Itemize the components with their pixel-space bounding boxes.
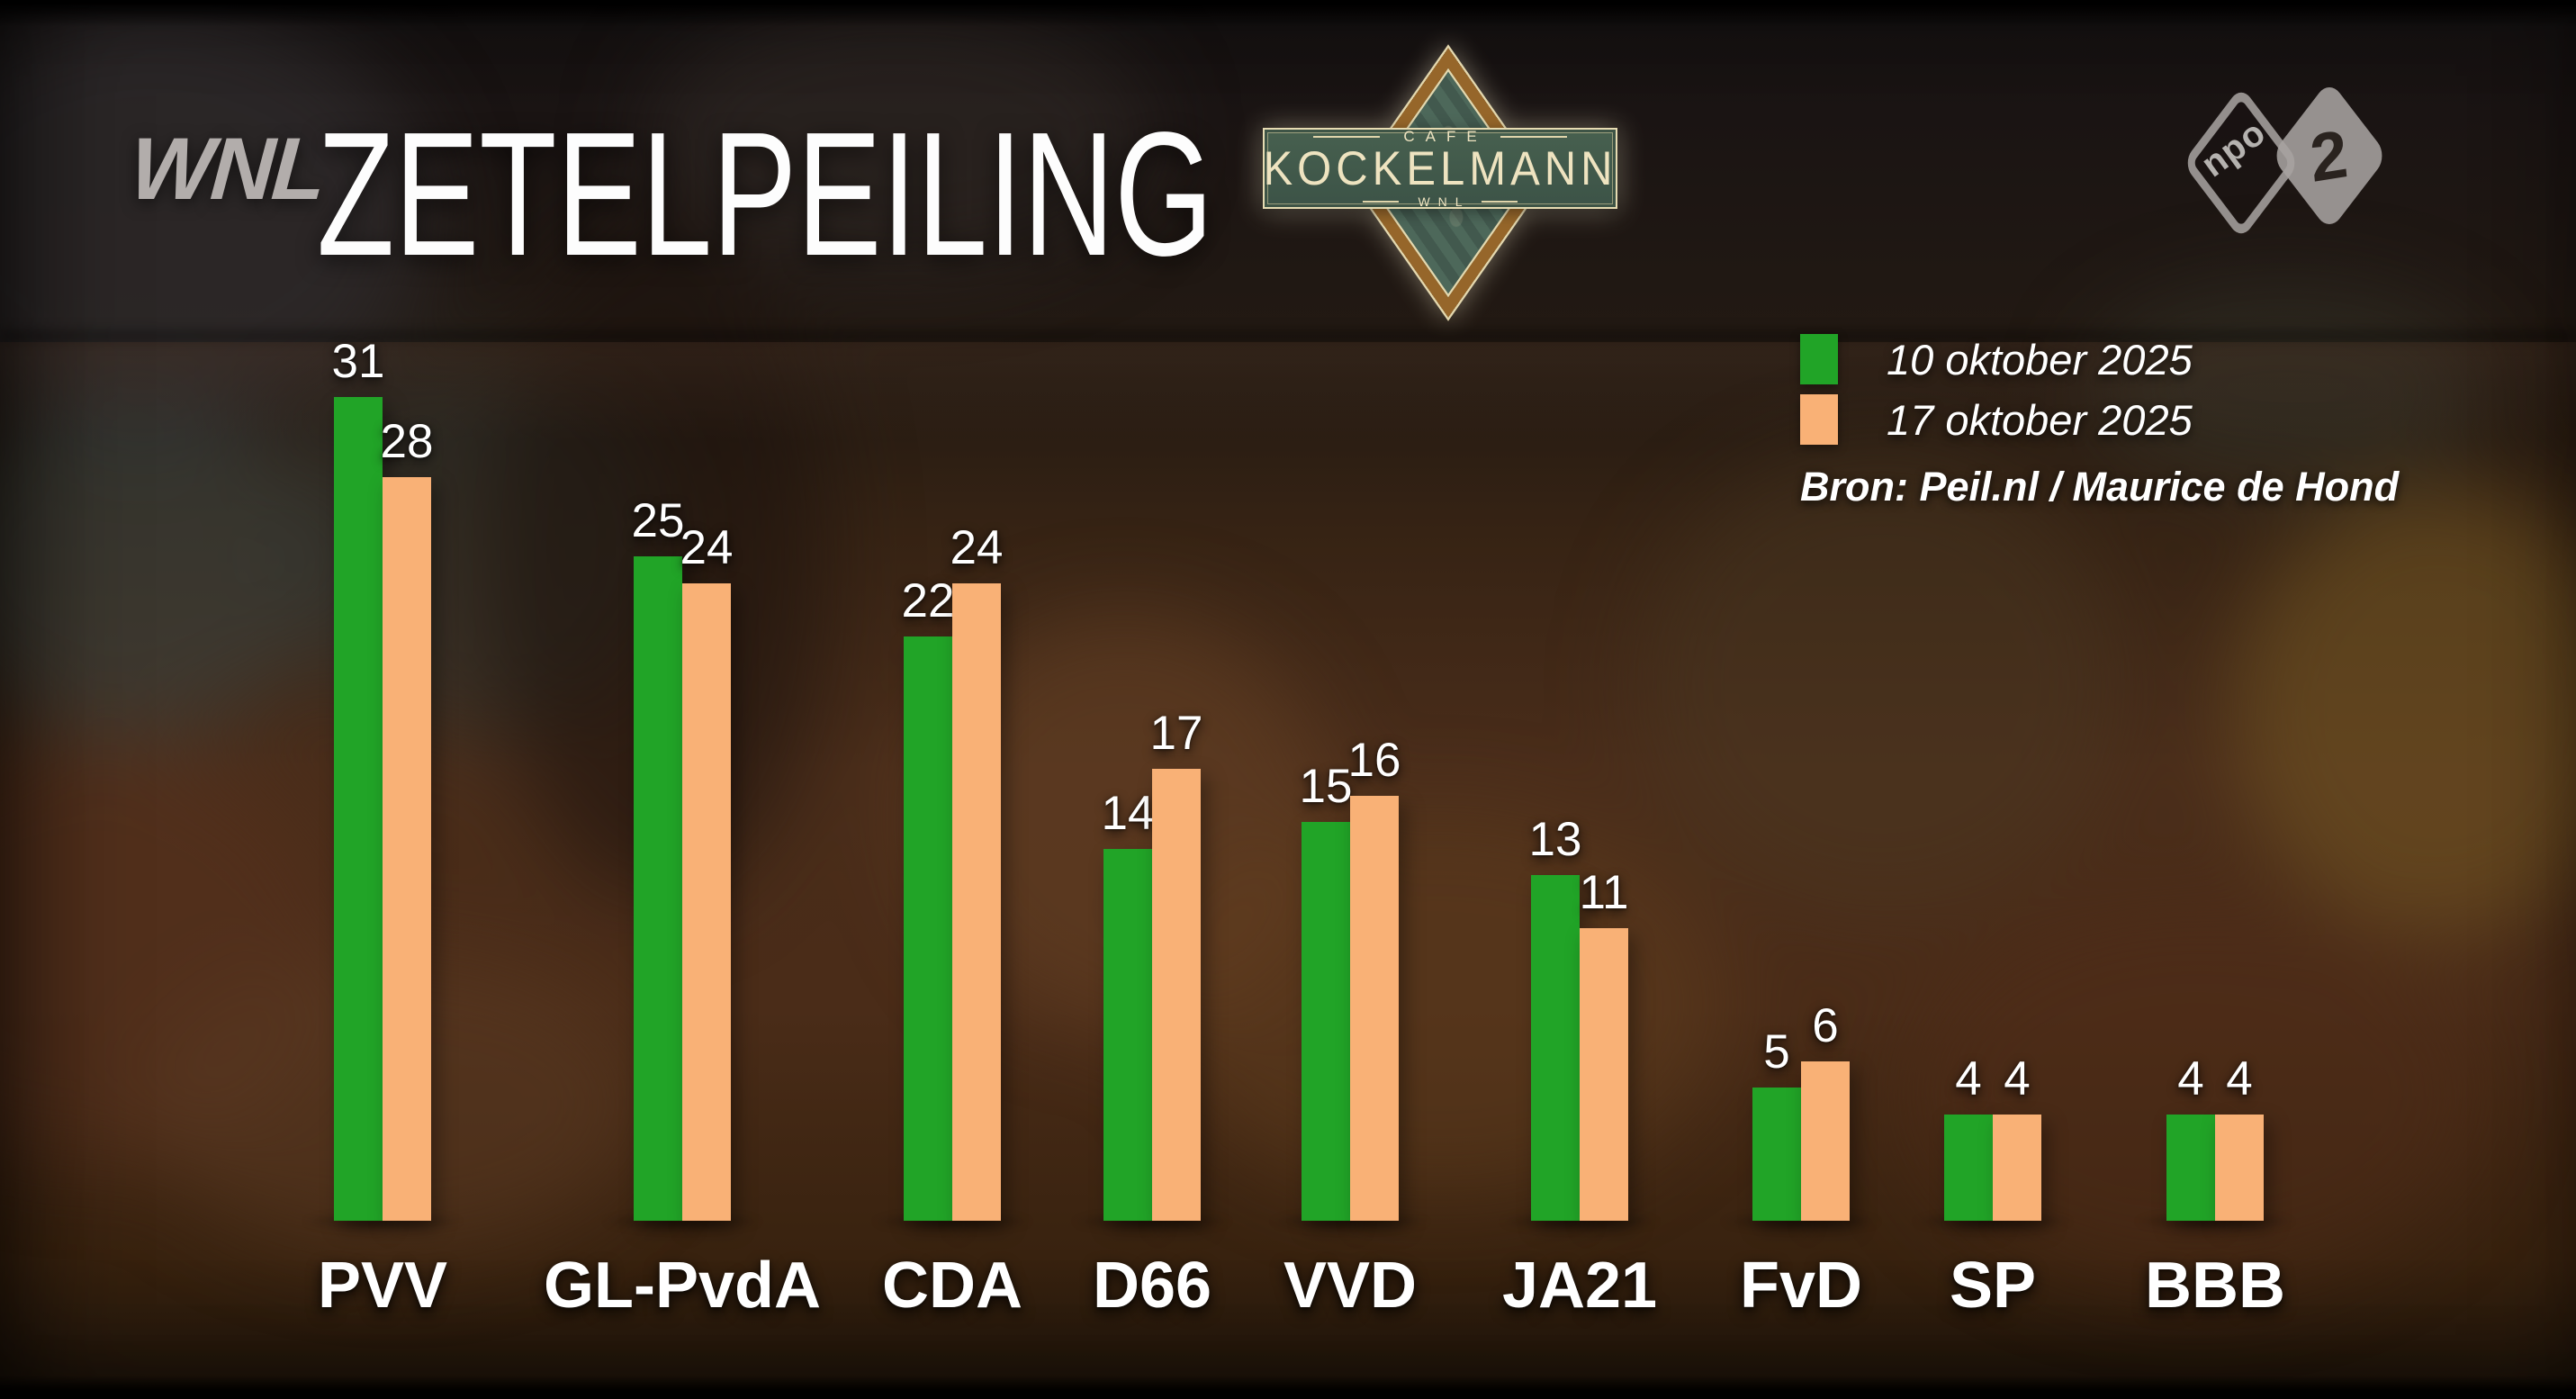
bar-JA21-oct17 [1580, 928, 1628, 1221]
value-JA21-oct17: 11 [1579, 866, 1629, 919]
background-blob [648, 0, 1152, 270]
legend-label: 17 oktober 2025 [1887, 395, 2193, 444]
bar-CDA-oct10 [904, 636, 952, 1221]
bar-CDA-oct17 [952, 583, 1001, 1221]
bar-JA21-oct10 [1531, 875, 1580, 1221]
legend-swatch-orange [1800, 394, 1838, 445]
cafe-logo-name: KOCKELMANN [1263, 143, 1617, 196]
legend-item-oct10: 10 oktober 2025 [1800, 333, 2399, 385]
bar-BBB-oct17 [2215, 1115, 2264, 1221]
background-blob [1152, 810, 1728, 1197]
value-BBB-oct10: 4 [2177, 1052, 2204, 1106]
value-GL-PvdA-oct17: 24 [680, 521, 734, 574]
bar-FvD-oct17 [1801, 1061, 1850, 1221]
bar-BBB-oct10 [2166, 1115, 2215, 1221]
category-label-SP: SP [1949, 1250, 2037, 1322]
background-blob [2232, 486, 2576, 936]
value-BBB-oct17: 4 [2226, 1052, 2253, 1106]
top-edge-shade [0, 0, 2576, 27]
bar-PVV-oct10 [334, 397, 383, 1221]
bar-D66-oct17 [1152, 769, 1201, 1221]
cafe-logo-rule [1500, 135, 1567, 138]
value-SP-oct17: 4 [2004, 1052, 2031, 1106]
value-D66-oct10: 14 [1101, 787, 1155, 840]
cafe-logo-top-line: CAFE [1313, 128, 1567, 146]
cafe-logo-cafe-text: CAFE [1403, 128, 1488, 146]
cafe-logo-banner: CAFE KOCKELMANN WNL [1263, 128, 1617, 209]
bar-GL-PvdA-oct17 [682, 583, 731, 1221]
value-FvD-oct17: 6 [1812, 999, 1839, 1052]
bar-GL-PvdA-oct10 [634, 556, 682, 1221]
bar-SP-oct17 [1993, 1115, 2041, 1221]
bar-VVD-oct10 [1302, 822, 1350, 1221]
cafe-logo-bottom-line: WNL [1363, 194, 1518, 209]
category-label-D66: D66 [1092, 1250, 1212, 1322]
value-PVV-oct10: 31 [331, 335, 385, 388]
bottom-edge-shade [0, 1376, 2576, 1399]
category-label-VVD: VVD [1283, 1250, 1418, 1322]
cafe-kockelmann-logo: CAFE KOCKELMANN WNL [1256, 48, 1620, 318]
category-label-JA21: JA21 [1501, 1250, 1658, 1322]
bar-FvD-oct10 [1752, 1088, 1801, 1221]
value-GL-PvdA-oct10: 25 [631, 494, 685, 547]
value-CDA-oct17: 24 [950, 521, 1004, 574]
value-D66-oct17: 17 [1149, 707, 1203, 760]
background-shelf-glow [0, 342, 2576, 441]
category-label-BBB: BBB [2145, 1250, 2285, 1322]
cafe-logo-rule [1313, 135, 1381, 138]
background-shelf-edge [0, 331, 2576, 342]
legend: 10 oktober 2025 17 oktober 2025 Bron: Pe… [1800, 333, 2399, 510]
background-blob [0, 396, 342, 738]
category-label-GL-PvdA: GL-PvdA [543, 1250, 822, 1322]
value-VVD-oct17: 16 [1347, 734, 1401, 787]
legend-source: Bron: Peil.nl / Maurice de Hond [1800, 464, 2400, 510]
background-blob [2088, 288, 2484, 486]
cafe-logo-rule [1481, 200, 1518, 203]
bar-SP-oct10 [1944, 1115, 1993, 1221]
category-label-CDA: CDA [882, 1250, 1022, 1322]
bar-PVV-oct17 [383, 477, 431, 1221]
page-title: ZETELPEILING [317, 95, 1213, 293]
background-blob [1638, 450, 2124, 918]
value-CDA-oct10: 22 [901, 574, 955, 627]
legend-label: 10 oktober 2025 [1887, 335, 2193, 384]
cafe-logo-rule [1363, 200, 1400, 203]
npo2-logo: npo 2 [2160, 79, 2421, 240]
value-JA21-oct10: 13 [1528, 813, 1582, 866]
value-SP-oct10: 4 [1955, 1052, 1982, 1106]
background-blob [0, 0, 432, 432]
bar-D66-oct10 [1103, 849, 1152, 1221]
value-PVV-oct17: 28 [380, 415, 434, 468]
category-label-PVV: PVV [317, 1250, 448, 1322]
value-VVD-oct10: 15 [1299, 760, 1353, 813]
wnl-logo: WNL [127, 119, 327, 218]
cafe-logo-wnl-text: WNL [1418, 194, 1471, 209]
category-label-FvD: FvD [1739, 1250, 1863, 1322]
npo-channel-diamond: 2 [2270, 79, 2389, 232]
legend-item-oct17: 17 oktober 2025 [1800, 393, 2399, 446]
npo-channel-number: 2 [2307, 114, 2352, 197]
bar-VVD-oct17 [1350, 796, 1399, 1221]
value-FvD-oct10: 5 [1763, 1025, 1790, 1079]
legend-swatch-green [1800, 334, 1838, 384]
